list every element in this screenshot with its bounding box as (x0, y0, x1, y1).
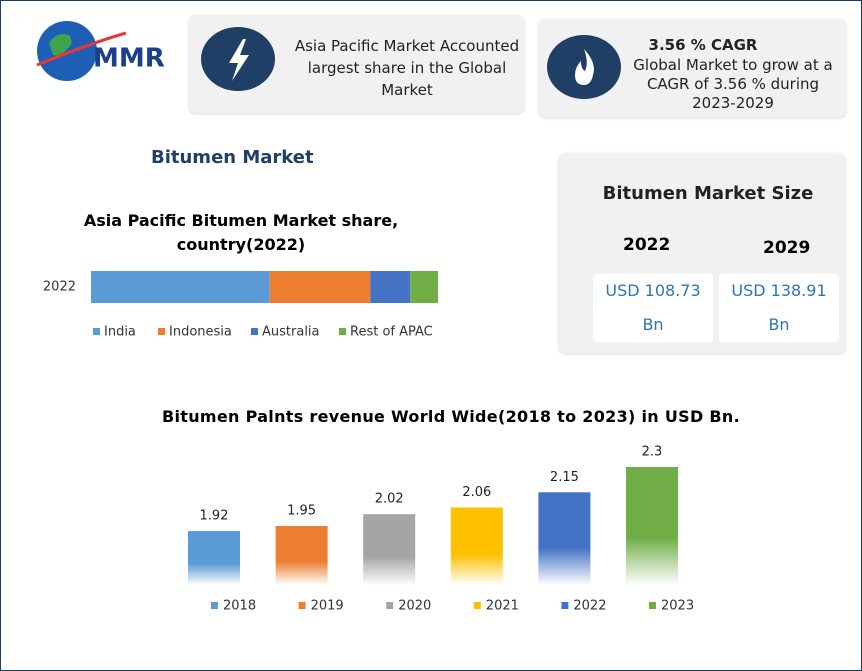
market-size-value: USD 108.73 Bn (593, 274, 713, 342)
legend-label: 2021 (486, 599, 519, 614)
legend-label: India (104, 325, 136, 340)
data-label: 2.02 (375, 492, 404, 507)
section-title: Bitumen Market (151, 147, 314, 168)
data-label: 1.92 (200, 509, 229, 524)
icon-circle (201, 27, 275, 91)
legend-swatch (298, 602, 306, 609)
bar-segment (410, 271, 438, 303)
flame-icon (575, 49, 594, 85)
bar (450, 507, 503, 585)
legend-label: Indonesia (169, 325, 232, 340)
bar (275, 526, 328, 585)
legend-label: Rest of APAC (350, 325, 433, 340)
bar-segment (370, 271, 411, 303)
bolt-icon (229, 39, 249, 81)
legend-swatch (339, 328, 346, 335)
legend-label: 2022 (573, 599, 606, 614)
bar (363, 514, 416, 585)
icon-circle (547, 35, 621, 99)
legend-label: 2019 (311, 599, 344, 614)
highlight-text: Asia Pacific Market Accounted largest sh… (294, 37, 520, 99)
legend-label: Australia (262, 325, 320, 340)
bar (626, 467, 678, 585)
legend-swatch (158, 328, 165, 335)
data-label: 2.15 (550, 470, 579, 485)
chart-title: Bitumen Palnts revenue World Wide(2018 t… (162, 407, 740, 426)
bar (538, 492, 591, 585)
logo: MMR (36, 21, 165, 81)
market-size-value: USD 138.91 Bn (719, 274, 839, 342)
bar-segment (91, 271, 270, 303)
bar-segment (269, 271, 371, 303)
market-size-year: 2029 (763, 238, 811, 258)
y-tick-label: 2022 (43, 280, 76, 295)
logo-text: MMR (93, 44, 165, 74)
legend-swatch (561, 602, 569, 609)
highlight-text: Global Market to grow at a CAGR of 3.56 … (633, 56, 833, 112)
legend-swatch (386, 602, 394, 609)
legend-swatch (251, 328, 258, 335)
market-size-year: 2022 (623, 235, 671, 255)
chart-title: Asia Pacific Bitumen Market share, count… (83, 211, 399, 254)
legend-swatch (649, 602, 656, 609)
logo-swoosh (36, 31, 127, 67)
data-label: 2.06 (462, 485, 491, 500)
logo-land (49, 34, 72, 56)
legend-swatch (211, 602, 218, 609)
legend-swatch (473, 602, 481, 609)
legend-swatch (93, 328, 100, 335)
bar (188, 531, 240, 585)
highlight-title: 3.56 % CAGR (648, 36, 758, 54)
market-size-title: Bitumen Market Size (602, 183, 814, 204)
legend-label: 2023 (661, 599, 694, 614)
legend-label: 2020 (398, 599, 431, 614)
legend-label: 2018 (223, 599, 256, 614)
data-label: 1.95 (287, 504, 316, 519)
data-label: 2.3 (642, 445, 663, 460)
logo-globe (37, 21, 97, 81)
